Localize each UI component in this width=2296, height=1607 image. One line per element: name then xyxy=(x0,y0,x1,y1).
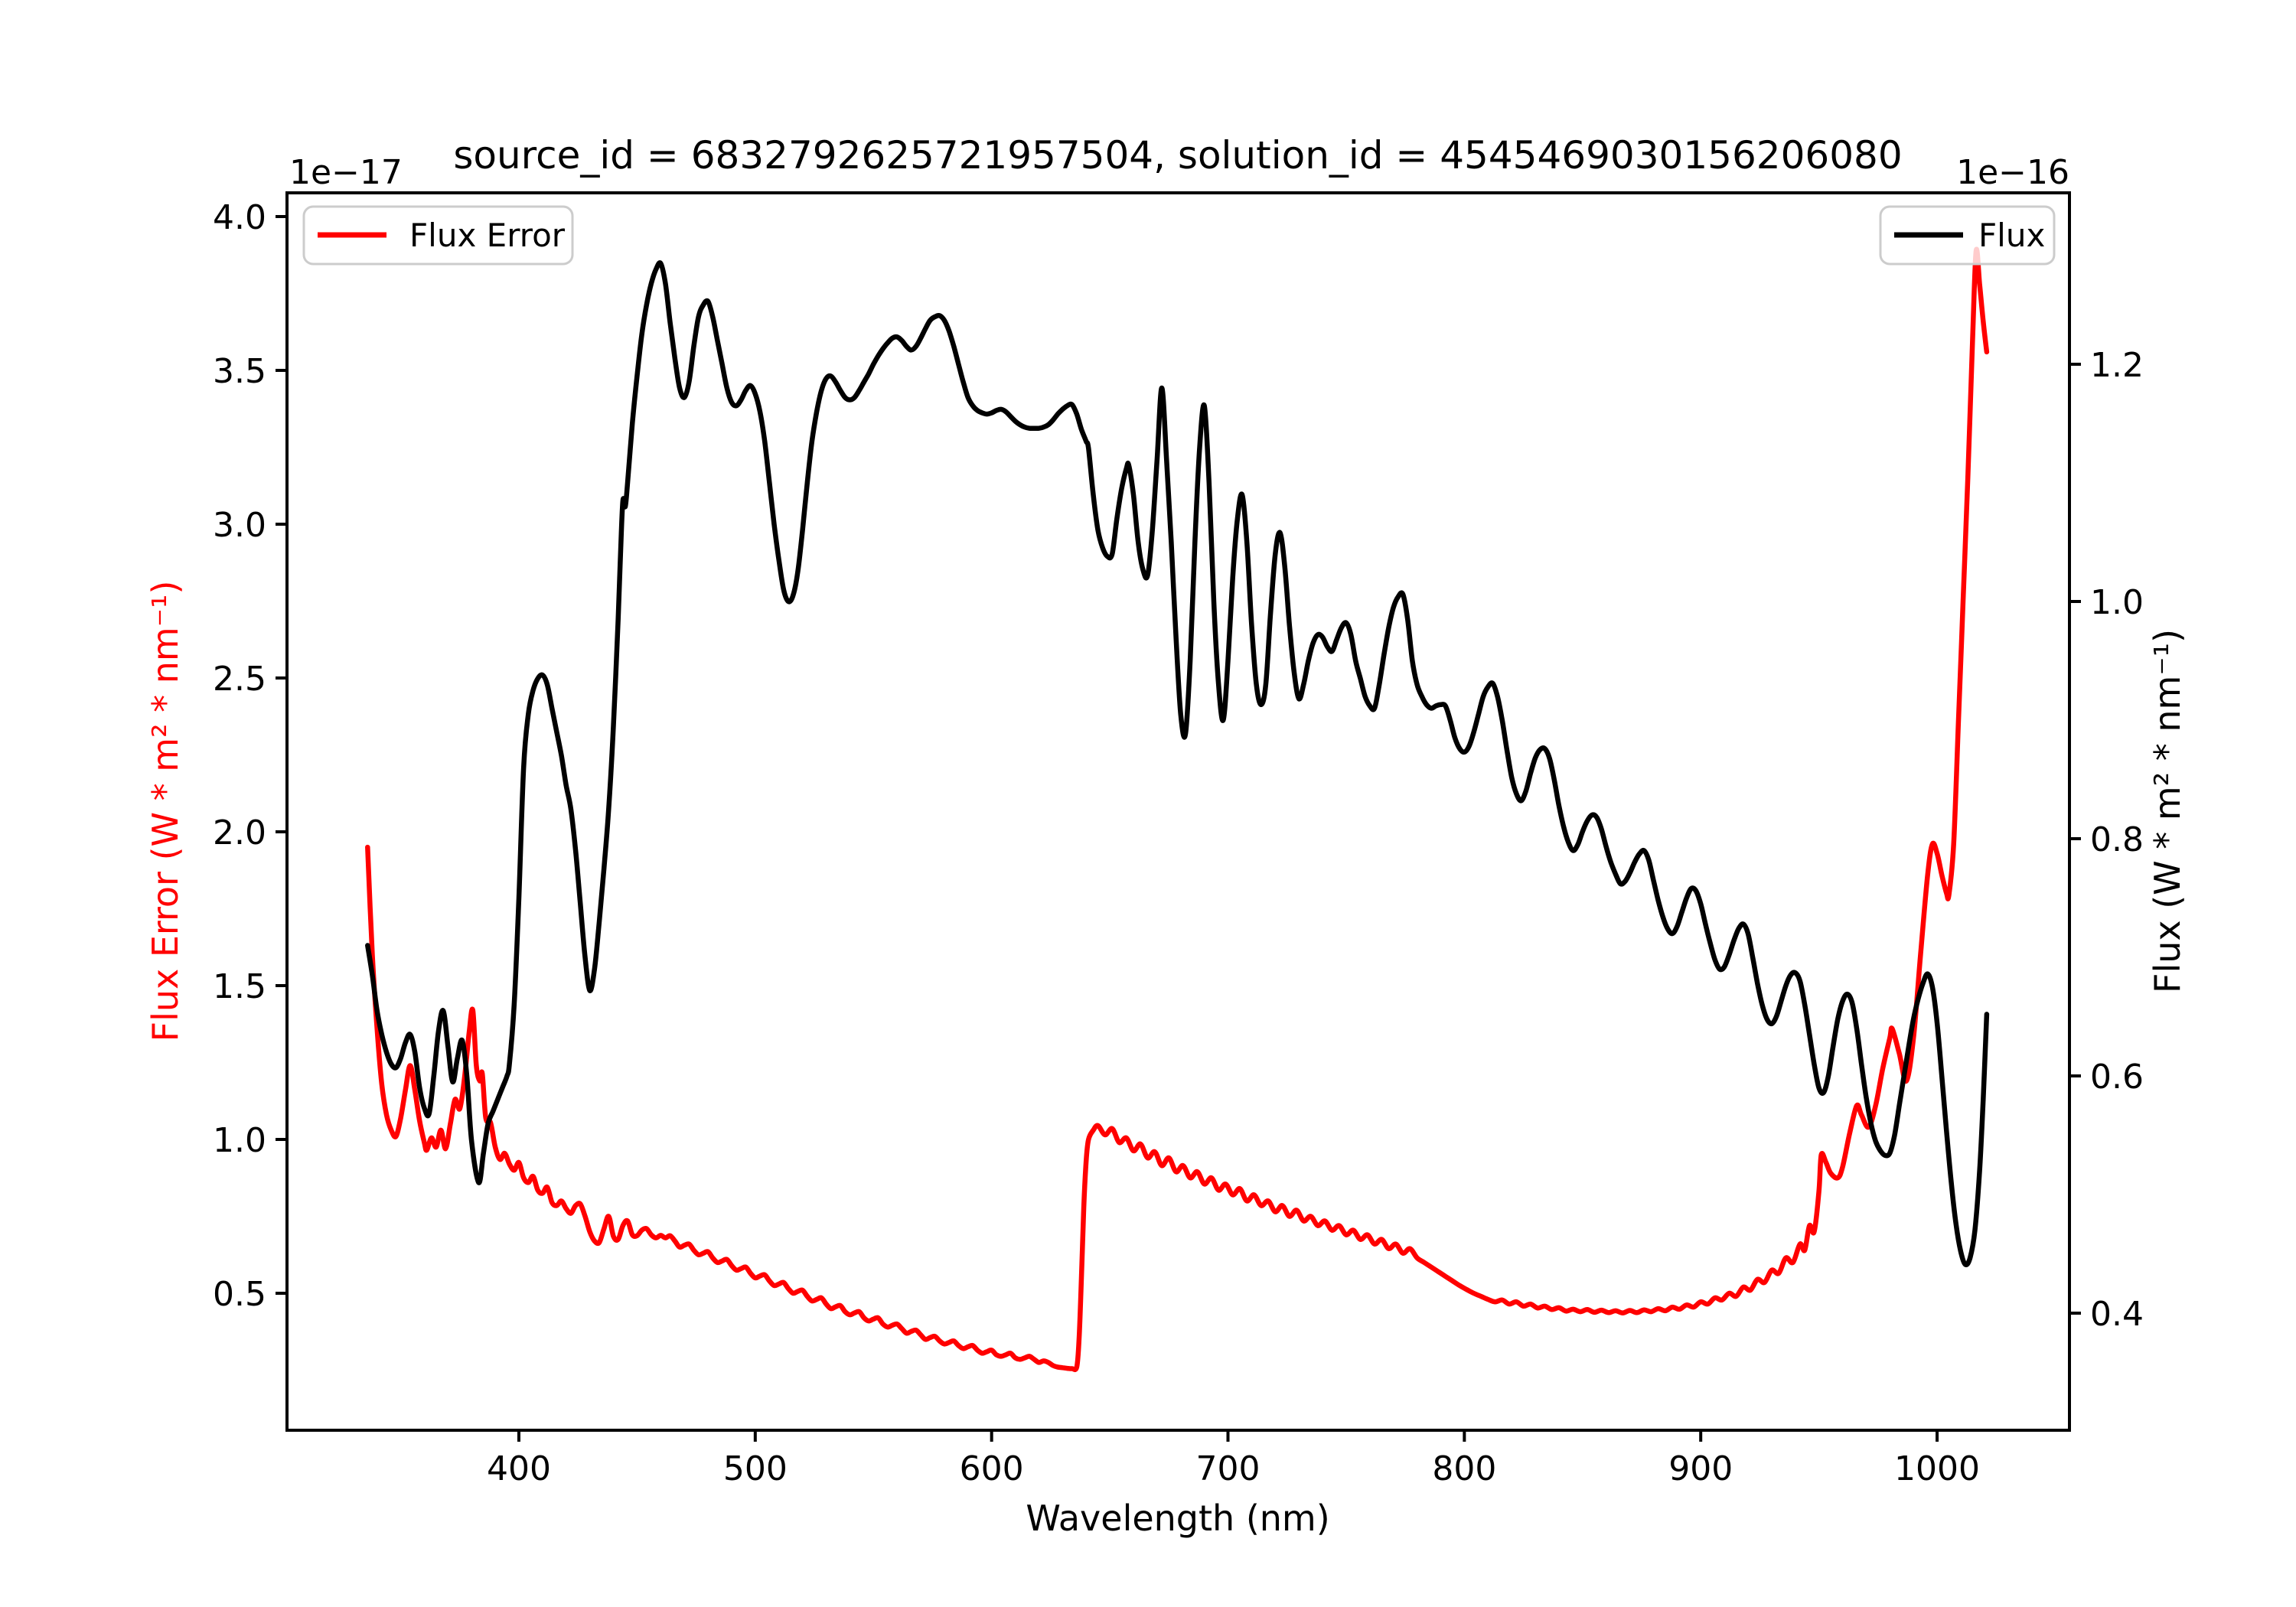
plot-area-frame xyxy=(285,191,2071,1432)
y-right-tick-label: 0.4 xyxy=(2090,1295,2144,1334)
chart-title: source_id = 6832792625721957504, solutio… xyxy=(453,133,1902,178)
flux-line xyxy=(365,260,1990,1267)
x-tick-label: 900 xyxy=(1668,1449,1733,1488)
x-tick-label: 500 xyxy=(723,1449,788,1488)
y-right-tick-label: 1.2 xyxy=(2090,346,2144,385)
y-left-axis-ticks: 0.5 1.0 1.5 2.0 2.5 3.0 3.5 4.0 xyxy=(213,198,287,1314)
legend-flux-error: Flux Error xyxy=(302,205,574,266)
x-tick-label: 1000 xyxy=(1894,1449,1980,1488)
y-right-tick-label: 1.0 xyxy=(2090,583,2144,622)
y-left-tick-label: 3.5 xyxy=(213,352,266,391)
y-left-offset-text: 1e−17 xyxy=(289,153,403,192)
x-tick-label: 800 xyxy=(1432,1449,1496,1488)
y-left-tick-label: 2.0 xyxy=(213,813,266,852)
y-right-tick-label: 0.6 xyxy=(2090,1058,2144,1097)
y-right-axis-label: Flux (W * m² * nm⁻¹) xyxy=(2147,629,2188,993)
plot-series xyxy=(365,246,1990,1373)
x-tick-label: 600 xyxy=(960,1449,1024,1488)
y-left-tick-label: 1.5 xyxy=(213,967,266,1006)
legend-flux-label: Flux xyxy=(1978,217,2045,254)
y-right-axis-ticks: 0.4 0.6 0.8 1.0 1.2 xyxy=(2069,346,2144,1334)
y-right-offset-text: 1e−16 xyxy=(1956,153,2069,192)
legend-flux-box xyxy=(1879,205,2056,266)
legend-flux-error-label: Flux Error xyxy=(409,217,566,254)
y-left-tick-label: 0.5 xyxy=(213,1275,266,1314)
y-left-axis-label: Flux Error (W * m² * nm⁻¹) xyxy=(145,581,186,1042)
y-left-tick-label: 4.0 xyxy=(213,198,266,237)
x-tick-label: 700 xyxy=(1196,1449,1261,1488)
y-right-tick-label: 0.8 xyxy=(2090,820,2144,859)
legend-flux: Flux xyxy=(1879,205,2056,266)
y-left-tick-label: 1.0 xyxy=(213,1121,266,1160)
legend-flux-error-box xyxy=(302,205,574,266)
y-left-tick-label: 3.0 xyxy=(213,506,266,545)
x-axis-ticks: 400 500 600 700 800 900 1000 xyxy=(487,1430,1980,1488)
x-tick-label: 400 xyxy=(487,1449,551,1488)
flux-error-line xyxy=(365,246,1990,1373)
y-left-tick-label: 2.5 xyxy=(213,660,266,699)
x-axis-label: Wavelength (nm) xyxy=(1026,1498,1329,1539)
